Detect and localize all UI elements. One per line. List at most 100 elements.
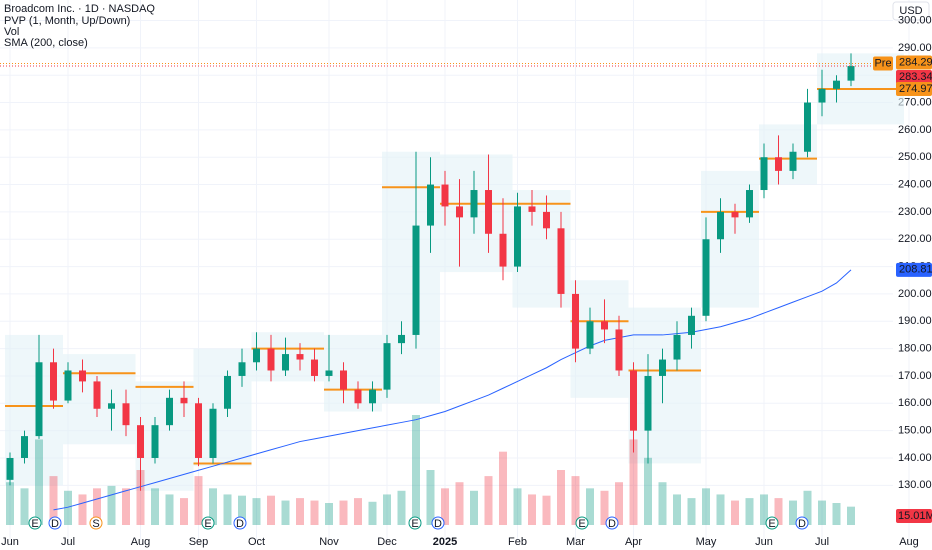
volume-bar: [760, 494, 768, 525]
premarket-price: 284.29: [899, 56, 932, 68]
candle-body: [151, 425, 159, 458]
volume-bar: [774, 498, 783, 525]
candle-body: [282, 354, 289, 371]
x-tick-label: Dec: [377, 536, 397, 548]
candle-body: [485, 190, 492, 234]
candle-body: [630, 370, 637, 431]
candle-body: [775, 157, 782, 171]
x-tick-label: Oct: [248, 536, 265, 548]
chart-title: Broadcom Inc. · 1D · NASDAQ: [4, 3, 155, 15]
x-tick-label: Feb: [508, 536, 527, 548]
x-tick-label: Aug: [899, 536, 919, 548]
candle-body: [456, 206, 463, 218]
x-tick-label: Jun: [1, 536, 19, 548]
volume-bar: [644, 457, 652, 525]
candle-body: [557, 228, 565, 294]
volume-bar: [600, 490, 609, 525]
candle-body: [224, 375, 231, 409]
volume-bar: [339, 500, 348, 525]
volume-bar: [6, 482, 14, 525]
volume-bar: [818, 500, 826, 525]
candle-body: [702, 239, 710, 316]
volume-bar: [368, 501, 377, 525]
event-marker: [48, 516, 62, 530]
y-tick-label: 140.00: [898, 452, 932, 464]
volume-bar: [310, 500, 319, 525]
x-tick-label: Apr: [625, 536, 642, 548]
candle-body: [543, 211, 550, 229]
candle-body: [325, 370, 333, 376]
event-label: D: [236, 518, 244, 530]
event-label: E: [578, 518, 585, 530]
y-tick-label: 130.00: [898, 479, 932, 491]
candle-body: [21, 436, 28, 458]
y-tick-label: 190.00: [898, 315, 932, 327]
volume-bar: [180, 498, 188, 525]
x-tick-label: Jul: [61, 536, 75, 548]
candle-body: [412, 225, 420, 335]
volume-bar: [35, 439, 43, 525]
volume-bar: [107, 485, 116, 525]
candle-body: [180, 397, 188, 404]
event-label: S: [92, 518, 99, 530]
event-label: D: [434, 518, 442, 530]
x-tick-label: Aug: [131, 536, 151, 548]
candle-body: [108, 403, 115, 409]
candle-body: [296, 354, 304, 360]
volume-bar: [629, 439, 638, 525]
candle-body: [35, 362, 43, 437]
candle-body: [441, 184, 449, 207]
candle-body: [369, 389, 376, 404]
candle-body: [340, 370, 347, 390]
event-marker: [408, 516, 422, 530]
y-tick-label: 250.00: [898, 151, 932, 163]
y-tick-label: 150.00: [898, 425, 932, 437]
event-label: D: [608, 518, 616, 530]
candle-body: [717, 211, 724, 240]
candle-body: [6, 457, 14, 480]
volume-bar: [238, 495, 246, 525]
currency-label[interactable]: USD: [899, 5, 922, 17]
volume-bar: [716, 494, 725, 525]
x-tick-label: May: [696, 536, 717, 548]
volume-bar: [658, 482, 667, 525]
event-marker: [795, 516, 809, 530]
x-tick-label: Jun: [755, 536, 773, 548]
candle-body: [470, 190, 478, 218]
y-tick-label: 260.00: [898, 124, 932, 136]
y-tick-label: 240.00: [898, 178, 932, 190]
x-tick-label: Mar: [566, 536, 585, 548]
event-marker: [431, 516, 445, 530]
currency-button[interactable]: [892, 1, 930, 21]
volume-bar: [702, 488, 710, 525]
volume-bar: [151, 488, 159, 525]
candle-body: [122, 403, 130, 426]
event-label: D: [51, 518, 59, 530]
candle-body: [847, 66, 855, 81]
candle-body: [238, 362, 246, 376]
candle-body: [499, 233, 507, 267]
sma-line: [53, 269, 852, 511]
candle-body: [731, 211, 739, 218]
candle-body: [659, 359, 666, 376]
volume-bar: [354, 498, 362, 525]
candle-body: [137, 425, 144, 458]
candle-body: [427, 184, 434, 226]
volume-bar: [64, 490, 72, 525]
candle-body: [354, 389, 362, 404]
volume-bar: [513, 488, 522, 525]
candle-body: [50, 362, 57, 401]
volume-bar: [93, 488, 101, 525]
premarket-price-box: [896, 55, 932, 70]
y-tick-label: 170.00: [898, 370, 932, 382]
volume-bar: [267, 495, 275, 525]
x-tick-label: Jul: [815, 536, 829, 548]
candle-body: [746, 190, 753, 218]
volume-profile: [5, 334, 63, 486]
y-tick-label: 270.00: [898, 96, 932, 108]
candle-body: [572, 293, 579, 349]
candle-body: [673, 334, 681, 360]
volume-bar: [745, 498, 754, 525]
volume-bar: [557, 470, 565, 525]
